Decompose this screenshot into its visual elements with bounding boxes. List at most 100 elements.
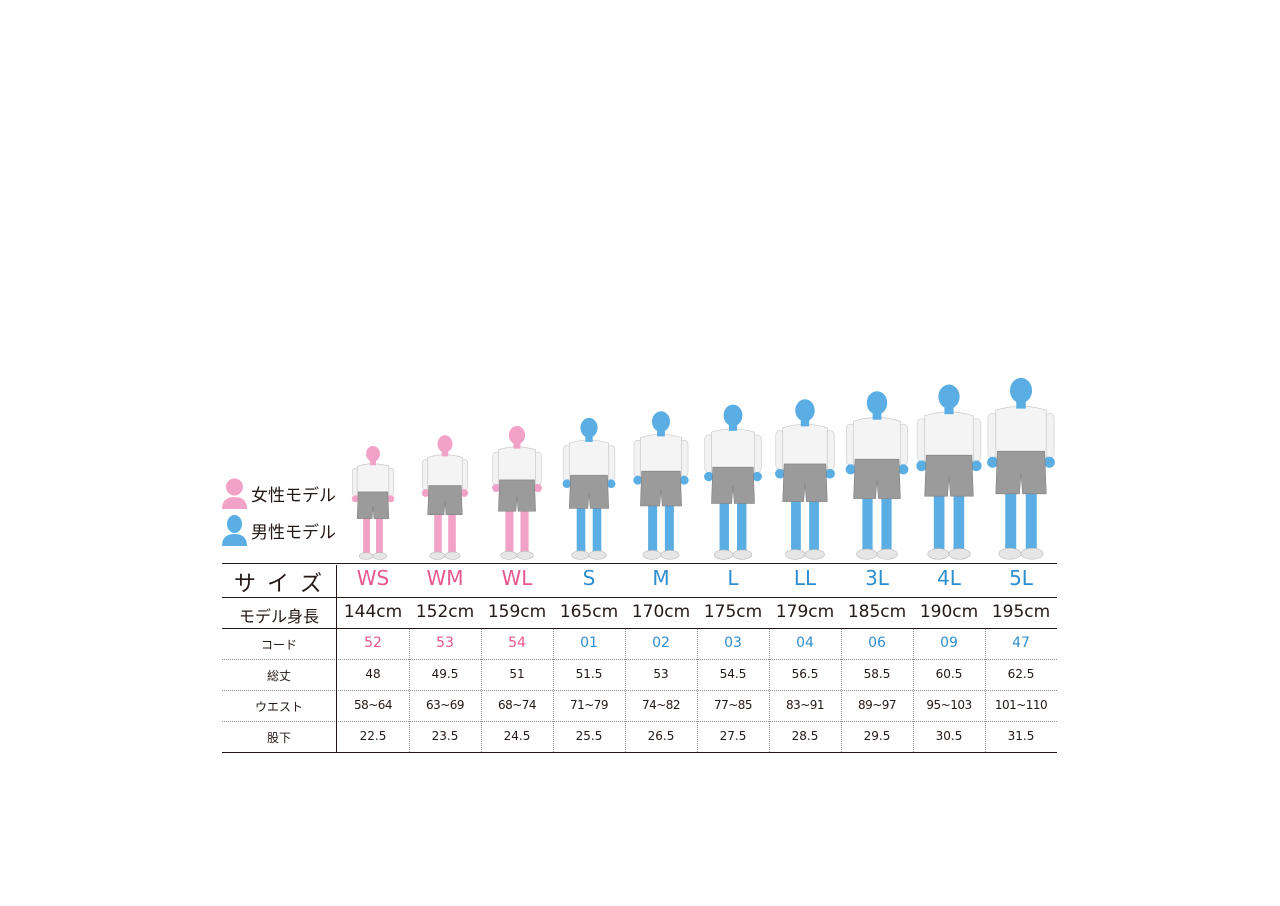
length-cell: 62.5 xyxy=(1007,667,1035,681)
height-cell: 159cm xyxy=(487,602,547,622)
column-separator xyxy=(985,629,986,752)
size-cell: WS xyxy=(356,566,390,590)
male-model-icon xyxy=(222,515,247,546)
model-figure xyxy=(562,417,616,560)
model-figure xyxy=(421,435,469,560)
model-figure xyxy=(987,377,1055,560)
size-cell: 5L xyxy=(1009,566,1033,590)
model-figures xyxy=(351,377,1055,560)
column-separator xyxy=(481,629,482,752)
table-size-rule xyxy=(222,597,1057,598)
code-cell: 52 xyxy=(364,635,382,651)
model-figure xyxy=(633,411,689,560)
row-header-height: モデル身長 xyxy=(238,607,319,626)
length-cell: 60.5 xyxy=(935,667,963,681)
size-cell: L xyxy=(727,566,739,590)
model-figure xyxy=(916,384,982,560)
row-header-size: サ イ ズ xyxy=(234,572,324,597)
inseam-cell: 25.5 xyxy=(575,729,603,743)
legend-female: 女性モデル xyxy=(222,477,336,509)
column-separator xyxy=(913,629,914,752)
column-separator xyxy=(697,629,698,752)
waist-cell: 83~91 xyxy=(785,698,825,712)
model-figure xyxy=(351,445,395,560)
code-cell: 02 xyxy=(652,635,670,651)
column-separator xyxy=(553,629,554,752)
row-header-length: 総丈 xyxy=(266,669,291,683)
table-bottom-rule xyxy=(222,752,1057,753)
table-code-rule xyxy=(222,659,1057,660)
table-header-divider xyxy=(336,565,337,753)
waist-cell: 58~64 xyxy=(353,698,393,712)
column-separator xyxy=(769,629,770,752)
height-cell: 165cm xyxy=(559,602,619,622)
inseam-cell: 31.5 xyxy=(1007,729,1035,743)
inseam-cell: 24.5 xyxy=(503,729,531,743)
height-cell: 152cm xyxy=(415,602,475,622)
length-cell: 58.5 xyxy=(863,667,891,681)
table-top-rule xyxy=(222,563,1057,564)
legend-female-label: 女性モデル xyxy=(251,485,336,506)
length-cell: 51 xyxy=(509,667,525,681)
code-cell: 03 xyxy=(724,635,742,651)
model-figure xyxy=(492,425,542,560)
size-cell: WM xyxy=(426,566,464,590)
legend-male-label: 男性モデル xyxy=(251,522,336,543)
height-cell: 195cm xyxy=(991,602,1051,622)
table-waist-rule xyxy=(222,721,1057,722)
code-cell: 53 xyxy=(436,635,454,651)
table-length-rule xyxy=(222,690,1057,691)
size-cell: M xyxy=(652,566,670,590)
height-cell: 185cm xyxy=(847,602,907,622)
length-cell: 48 xyxy=(365,667,381,681)
column-separator xyxy=(409,629,410,752)
size-cell: 4L xyxy=(937,566,961,590)
code-cell: 01 xyxy=(580,635,598,651)
inseam-cell: 28.5 xyxy=(791,729,819,743)
inseam-cell: 27.5 xyxy=(719,729,747,743)
height-cell: 190cm xyxy=(919,602,979,622)
female-model-icon xyxy=(222,478,247,509)
waist-cell: 71~79 xyxy=(569,698,609,712)
waist-cell: 95~103 xyxy=(926,698,972,712)
waist-cell: 89~97 xyxy=(857,698,897,712)
length-cell: 51.5 xyxy=(575,667,603,681)
height-cell: 144cm xyxy=(343,602,403,622)
size-cell: LL xyxy=(793,566,817,590)
waist-cell: 68~74 xyxy=(497,698,537,712)
code-cell: 54 xyxy=(508,635,526,651)
size-cell: WL xyxy=(501,566,533,590)
model-figure xyxy=(845,391,909,560)
waist-cell: 74~82 xyxy=(641,698,681,712)
length-cell: 56.5 xyxy=(791,667,819,681)
waist-cell: 77~85 xyxy=(713,698,753,712)
column-separator xyxy=(625,629,626,752)
code-cell: 04 xyxy=(796,635,814,651)
length-cell: 54.5 xyxy=(719,667,747,681)
inseam-cell: 26.5 xyxy=(647,729,675,743)
code-cell: 06 xyxy=(868,635,886,651)
height-cell: 170cm xyxy=(631,602,691,622)
inseam-cell: 30.5 xyxy=(935,729,963,743)
row-header-waist: ウエスト xyxy=(254,700,303,714)
code-cell: 47 xyxy=(1012,635,1030,651)
waist-cell: 63~69 xyxy=(425,698,465,712)
inseam-cell: 22.5 xyxy=(359,729,387,743)
column-separator xyxy=(841,629,842,752)
inseam-cell: 23.5 xyxy=(431,729,459,743)
size-cell: 3L xyxy=(865,566,889,590)
legend-male: 男性モデル xyxy=(222,514,336,546)
waist-cell: 101~110 xyxy=(994,698,1048,712)
length-cell: 49.5 xyxy=(431,667,459,681)
model-figure xyxy=(704,404,762,560)
height-cell: 179cm xyxy=(775,602,835,622)
table-height-rule xyxy=(222,628,1057,629)
model-figure xyxy=(775,399,835,560)
size-cell: S xyxy=(582,566,596,590)
code-cell: 09 xyxy=(940,635,958,651)
inseam-cell: 29.5 xyxy=(863,729,891,743)
row-header-inseam: 股下 xyxy=(266,731,291,745)
length-cell: 53 xyxy=(653,667,669,681)
height-cell: 175cm xyxy=(703,602,763,622)
row-header-code: コード xyxy=(260,638,297,652)
